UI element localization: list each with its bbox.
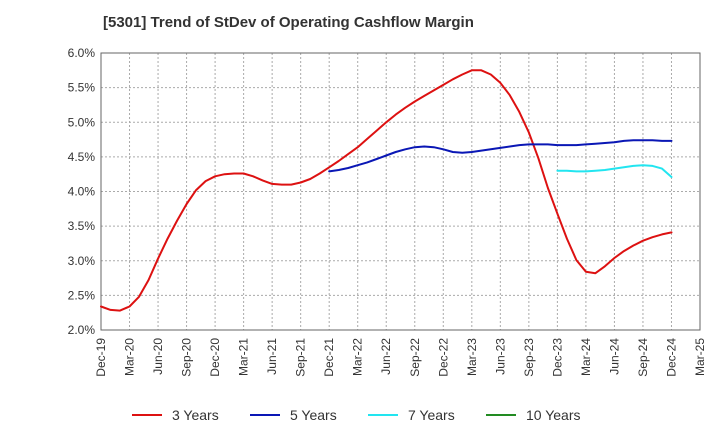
x-tick-label: Sep-21	[294, 338, 308, 377]
legend-label-3-years: 3 Years	[172, 407, 219, 423]
legend: 3 Years 5 Years 7 Years 10 Years	[132, 407, 581, 423]
x-tick-label: Mar-25	[693, 338, 707, 376]
y-tick-label: 6.0%	[68, 46, 96, 60]
x-tick-label: Jun-23	[493, 338, 507, 375]
series-line-5-years	[328, 139, 673, 173]
y-tick-label: 4.0%	[68, 185, 96, 199]
x-tick-label: Sep-22	[408, 338, 422, 377]
y-tick-label: 5.0%	[68, 115, 96, 129]
legend-label-7-years: 7 Years	[408, 407, 455, 423]
x-tick-label: Dec-24	[664, 338, 678, 377]
x-tick-label: Mar-24	[579, 338, 593, 376]
x-tick-label: Jun-22	[379, 338, 393, 375]
legend-label-5-years: 5 Years	[290, 407, 337, 423]
series-layer	[100, 69, 673, 312]
x-tick-label: Mar-21	[237, 338, 251, 376]
x-tick-label: Mar-23	[465, 338, 479, 376]
y-tick-label: 5.5%	[68, 81, 96, 95]
y-tick-label: 2.5%	[68, 288, 96, 302]
chart-title: [5301] Trend of StDev of Operating Cashf…	[103, 14, 474, 31]
x-tick-label: Jun-20	[151, 338, 165, 375]
y-tick-label: 3.5%	[68, 219, 96, 233]
plot-border	[100, 52, 701, 331]
x-tick-label: Dec-19	[94, 338, 108, 377]
axis-layer: 2.0% 2.5% 3.0% 3.5% 4.0% 4.5% 5.0% 5.5% 6.0% Dec-…	[68, 46, 707, 377]
x-tick-label: Sep-23	[522, 338, 536, 377]
x-tick-label: Jun-21	[265, 338, 279, 375]
legend-label-10-years: 10 Years	[526, 407, 581, 423]
x-tick-label: Dec-22	[436, 338, 450, 377]
x-tick-label: Dec-23	[550, 338, 564, 377]
y-tick-label: 2.0%	[68, 323, 96, 337]
x-tick-label: Jun-24	[607, 338, 621, 375]
x-tick-label: Mar-22	[351, 338, 365, 376]
y-tick-label: 3.0%	[68, 254, 96, 268]
x-tick-label: Sep-20	[180, 338, 194, 377]
x-tick-label: Sep-24	[636, 338, 650, 377]
x-tick-label: Mar-20	[123, 338, 137, 376]
series-line-7-years	[556, 164, 673, 178]
x-tick-label: Dec-21	[322, 338, 336, 377]
x-tick-label: Dec-20	[208, 338, 222, 377]
series-line-3-years	[100, 69, 673, 312]
grid-layer	[101, 53, 700, 330]
y-tick-label: 4.5%	[68, 150, 96, 164]
